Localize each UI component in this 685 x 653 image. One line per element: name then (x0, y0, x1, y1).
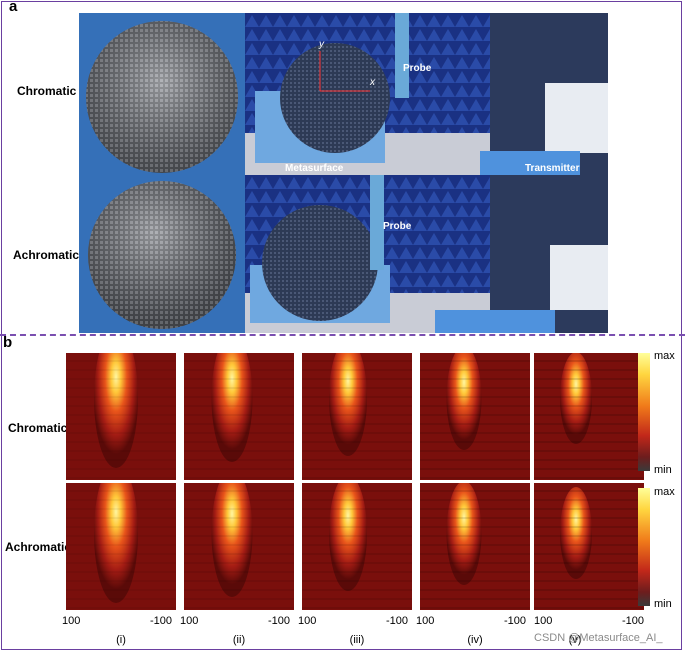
row-label-achromatic-b: Achromatic (5, 540, 72, 554)
tick-left-col2: 100 (180, 615, 199, 627)
photo-chromatic-metasurface (79, 13, 245, 175)
tick-left-col4: 100 (416, 615, 435, 627)
tick-right-col5: -100 (622, 615, 645, 627)
panel-letter-b: b (3, 334, 13, 351)
row-label-chromatic-a: Chromatic (17, 84, 77, 98)
colorbar-achromatic-min: min (654, 598, 672, 610)
transmitter-label: Transmitter (525, 163, 580, 174)
heatmap-achromatic-1 (66, 483, 176, 610)
colorbar-chromatic-max: max (654, 350, 675, 362)
tick-left-col1: 100 (62, 615, 81, 627)
probe-label-chromatic: Probe (403, 63, 432, 74)
column-label-ii: (ii) (232, 634, 246, 646)
tick-left-col3: 100 (298, 615, 317, 627)
colorbar-achromatic (638, 488, 650, 606)
colorbar-chromatic-min: min (654, 464, 672, 476)
heatmap-chromatic-5 (534, 353, 644, 480)
probe-label-achromatic: Probe (383, 221, 412, 232)
heatmap-achromatic-5 (534, 483, 644, 610)
tick-right-col2: -100 (268, 615, 291, 627)
column-label-v: (v) (568, 634, 582, 646)
axis-x-label: x (370, 77, 375, 88)
heatmap-chromatic-1 (66, 353, 176, 480)
heatmap-achromatic-4 (420, 483, 530, 610)
tick-right-col3: -100 (386, 615, 409, 627)
metasurface-label: Metasurface (285, 163, 344, 174)
photo-achromatic-setup: Probe (245, 175, 608, 333)
heatmap-achromatic-2 (184, 483, 294, 610)
heatmap-achromatic-3 (302, 483, 412, 610)
axis-y-label: y (319, 39, 324, 50)
column-label-iv: (iv) (467, 634, 483, 646)
heatmap-chromatic-2 (184, 353, 294, 480)
panel-divider (0, 334, 685, 336)
tick-left-col5: 100 (534, 615, 553, 627)
heatmap-chromatic-3 (302, 353, 412, 480)
tick-right-col1: -100 (150, 615, 173, 627)
row-label-chromatic-b: Chromatic (8, 421, 68, 435)
photo-chromatic-setup: y x Probe Metasurface Transmitter (245, 13, 608, 175)
column-label-iii: (iii) (349, 634, 365, 646)
heatmap-chromatic-4 (420, 353, 530, 480)
watermark: CSDN @Metasurface_AI_ (534, 632, 663, 644)
colorbar-achromatic-max: max (654, 486, 675, 498)
photo-achromatic-metasurface (79, 175, 245, 333)
colorbar-chromatic (638, 353, 650, 471)
row-label-achromatic-a: Achromatic (13, 248, 80, 262)
tick-right-col4: -100 (504, 615, 527, 627)
column-label-i: (i) (116, 634, 126, 646)
panel-letter-a: a (9, 0, 18, 15)
